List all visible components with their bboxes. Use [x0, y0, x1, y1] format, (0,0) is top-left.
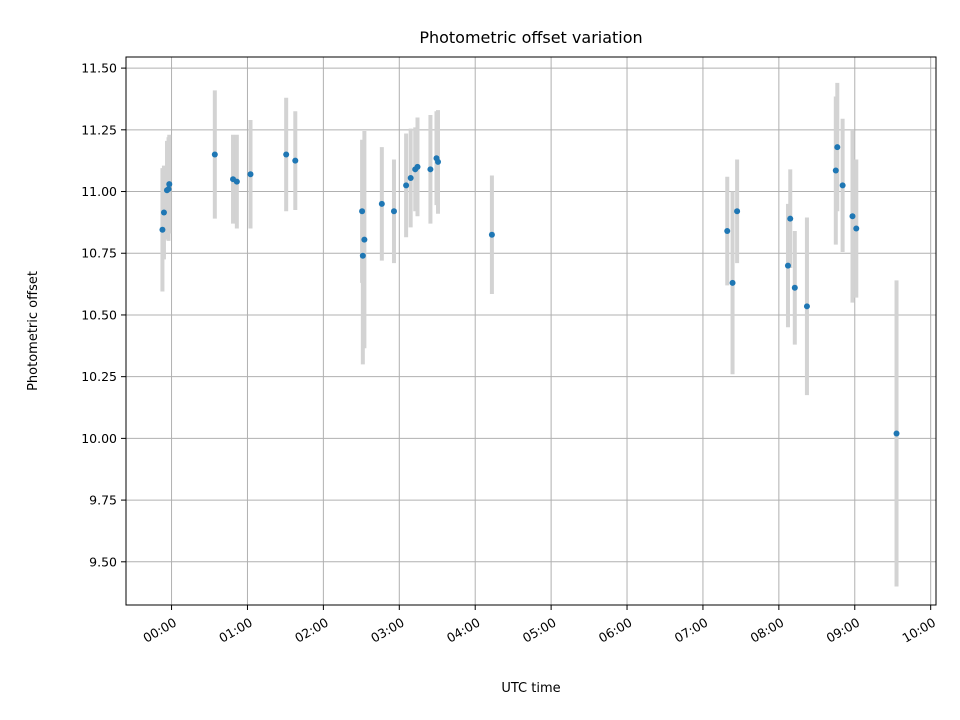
y-tick-label: 11.00 [81, 184, 117, 199]
y-axis-label: Photometric offset [26, 271, 41, 391]
data-point [834, 144, 841, 151]
y-tick-label: 10.50 [81, 307, 117, 322]
y-tick-label: 9.50 [89, 554, 117, 569]
data-point [403, 182, 410, 189]
y-tick-label: 10.00 [81, 431, 117, 446]
data-point [787, 215, 794, 222]
data-point [378, 200, 385, 207]
data-point [414, 163, 421, 170]
chart-title: Photometric offset variation [419, 28, 642, 47]
grid [126, 57, 936, 605]
data-point [849, 213, 856, 220]
data-point [832, 167, 839, 174]
data-point [839, 182, 846, 189]
data-point [893, 430, 900, 437]
data-point [407, 174, 414, 181]
data-point [211, 151, 218, 158]
data-point [361, 236, 368, 243]
data-point [784, 262, 791, 269]
data-points [159, 144, 900, 437]
data-point [233, 178, 240, 185]
data-point [283, 151, 290, 158]
y-tick-label: 11.25 [81, 122, 117, 137]
data-point [488, 231, 495, 238]
y-tick-label: 11.50 [81, 61, 117, 76]
data-point [359, 252, 366, 259]
data-point [159, 226, 166, 233]
data-point [853, 225, 860, 232]
data-point [803, 303, 810, 310]
y-tick-label: 10.75 [81, 246, 117, 261]
data-point [292, 157, 299, 164]
y-tick-label: 9.75 [89, 493, 117, 508]
data-point [160, 209, 167, 216]
data-point [166, 181, 173, 188]
data-point [247, 171, 254, 178]
data-point [427, 166, 434, 173]
data-point [390, 208, 397, 215]
data-point [729, 279, 736, 286]
data-point [791, 284, 798, 291]
data-point [724, 228, 731, 235]
data-point [435, 158, 442, 165]
axes-frame [125, 56, 937, 606]
x-axis-label: UTC time [501, 681, 560, 696]
data-point [734, 208, 741, 215]
data-point [359, 208, 366, 215]
data-point [165, 186, 172, 193]
y-tick-label: 10.25 [81, 369, 117, 384]
